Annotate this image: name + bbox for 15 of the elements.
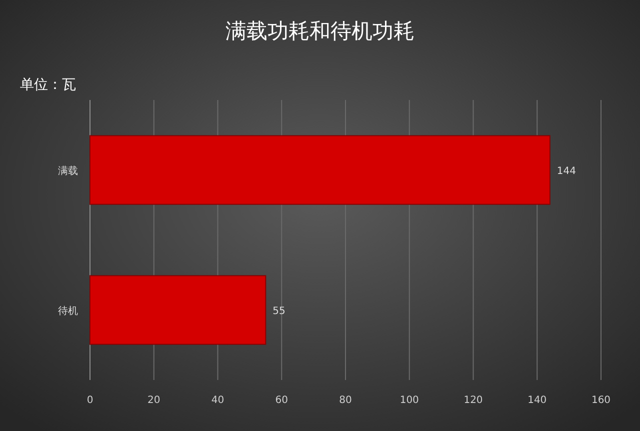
- data-label: 144: [556, 166, 576, 177]
- x-tick-label: 160: [591, 395, 611, 406]
- x-tick-label: 100: [400, 395, 419, 406]
- y-tick-label: 待机: [58, 305, 78, 317]
- text: 单位：瓦: [20, 77, 76, 93]
- y-tick-label: 满载: [58, 165, 78, 177]
- x-tick-label: 40: [211, 395, 224, 406]
- x-tick-label: 20: [148, 395, 160, 406]
- chart-title: 满载功耗和待机功耗: [226, 19, 414, 43]
- x-tick-label: 140: [528, 395, 547, 406]
- x-tick-label: 0: [86, 395, 94, 406]
- x-tick-label: 80: [339, 395, 352, 406]
- x-tick-label: 60: [275, 395, 288, 406]
- x-tick-label: 120: [464, 395, 483, 406]
- data-label: 55: [272, 306, 286, 317]
